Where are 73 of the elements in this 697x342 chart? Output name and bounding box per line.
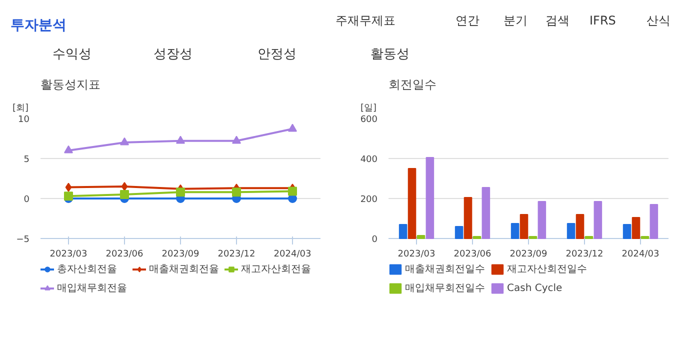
y-tick-label: 0 bbox=[24, 195, 30, 205]
bar bbox=[464, 197, 472, 239]
point bbox=[64, 192, 73, 201]
text: 활동성 bbox=[370, 47, 410, 62]
legend-label: 매입채무회전율 bbox=[57, 282, 127, 295]
legend-label: 재고자산회전일수 bbox=[507, 263, 587, 276]
point bbox=[120, 137, 129, 146]
chart-title: 회전일수 bbox=[388, 78, 436, 92]
y-tick-label: 600 bbox=[360, 115, 378, 125]
chart-title: 활동성지표 bbox=[40, 78, 100, 92]
text: 검색 bbox=[546, 14, 570, 28]
bar bbox=[510, 223, 520, 239]
x-tick-label: 2023/03 bbox=[398, 250, 436, 260]
x-tick-label: 2023/06 bbox=[454, 250, 492, 260]
point bbox=[176, 136, 185, 144]
bar bbox=[416, 235, 426, 239]
point bbox=[120, 190, 129, 199]
bar bbox=[632, 217, 640, 239]
y-tick-label: 200 bbox=[360, 195, 378, 205]
legend-label: 매입채무회전일수 bbox=[405, 282, 485, 295]
x-tick-label: 2024/03 bbox=[274, 250, 312, 260]
x-tick-label: 2023/06 bbox=[106, 250, 144, 260]
text: 주재무제표 bbox=[336, 14, 396, 28]
y-tick-label: 10 bbox=[18, 115, 30, 125]
x-tick-label: 2023/03 bbox=[50, 250, 88, 260]
text: 투자분석 bbox=[10, 18, 66, 34]
legend-label: 재고자산회전율 bbox=[241, 263, 311, 276]
bar bbox=[528, 236, 538, 239]
y-axis-title: [일] bbox=[360, 104, 377, 114]
legend-label: Cash Cycle bbox=[507, 282, 562, 294]
bar bbox=[650, 204, 658, 239]
text: 분기 bbox=[504, 14, 528, 28]
x-tick-label: 2023/09 bbox=[162, 250, 200, 260]
text: 연간 bbox=[456, 14, 480, 28]
y-tick-label: 400 bbox=[360, 155, 378, 165]
bar bbox=[538, 201, 546, 239]
text: 안정성 bbox=[258, 47, 296, 62]
text: IFRS bbox=[590, 14, 616, 28]
x-tick-label: 2023/12 bbox=[218, 250, 256, 260]
bar bbox=[640, 236, 650, 239]
bar bbox=[482, 187, 490, 239]
point bbox=[232, 188, 241, 197]
legend-label: 총자산회전율 bbox=[57, 263, 117, 276]
text: 수익성 bbox=[52, 47, 92, 62]
legend-label: 매출채권회전율 bbox=[149, 263, 219, 276]
text: 성장성 bbox=[154, 47, 192, 62]
y-tick-label: −5 bbox=[16, 235, 30, 245]
bar bbox=[520, 214, 528, 239]
y-axis-title: [회] bbox=[12, 104, 29, 114]
bar bbox=[584, 236, 594, 239]
point bbox=[232, 136, 241, 144]
x-tick-label: 2023/09 bbox=[510, 250, 548, 260]
y-tick-label: 0 bbox=[372, 235, 378, 245]
x-tick-label: 2024/03 bbox=[622, 250, 660, 260]
text: 산식 bbox=[646, 14, 670, 28]
legend-label: 매출채권회전일수 bbox=[405, 263, 485, 276]
point bbox=[64, 145, 73, 154]
point bbox=[288, 124, 297, 132]
point bbox=[288, 186, 297, 196]
point bbox=[176, 188, 185, 197]
bar bbox=[454, 226, 464, 239]
bar bbox=[566, 223, 576, 239]
bar bbox=[622, 224, 632, 239]
bar bbox=[408, 168, 416, 239]
bar bbox=[472, 236, 482, 239]
x-tick-label: 2023/12 bbox=[566, 250, 604, 260]
bar bbox=[426, 157, 434, 239]
point bbox=[121, 182, 128, 191]
bar bbox=[398, 224, 408, 239]
point bbox=[65, 182, 72, 192]
bar bbox=[576, 214, 584, 239]
y-tick-label: 5 bbox=[24, 155, 30, 165]
bar bbox=[594, 201, 602, 239]
